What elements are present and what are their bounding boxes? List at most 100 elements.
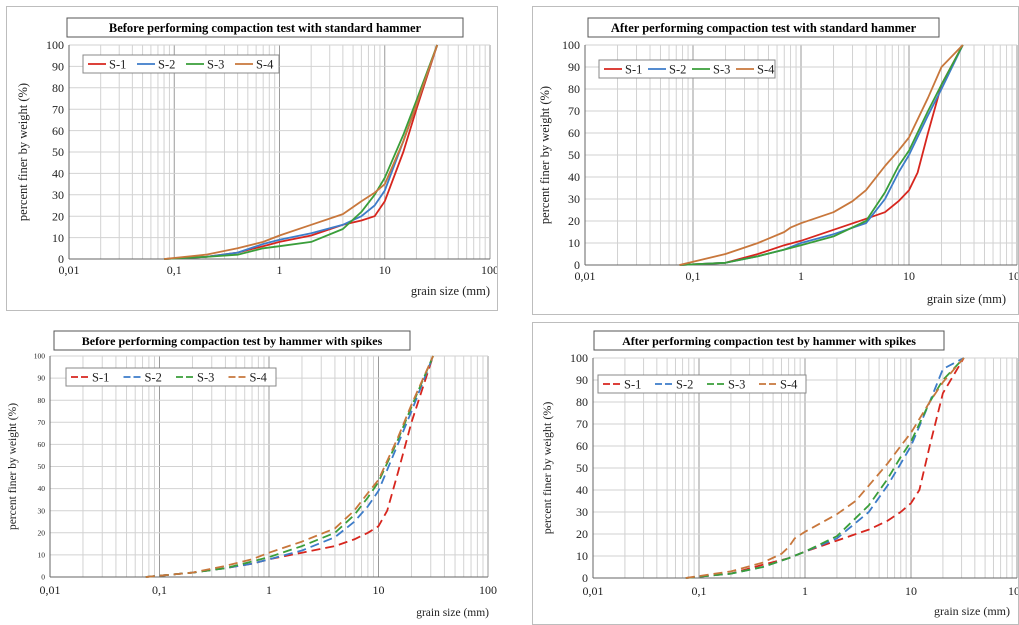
- y-tick-label: 10: [568, 236, 580, 250]
- legend-label: S-3: [728, 378, 745, 392]
- chart-panel-standard-before: 0 10 20 30 40 50 60 70 80 90 100 0,01 0,1 1 10 100 perce…: [6, 6, 498, 311]
- x-tick-label: 10: [905, 584, 917, 598]
- legend-box: [597, 374, 807, 394]
- legend-label: S-1: [625, 63, 642, 77]
- y-tick-label: 10: [576, 549, 588, 563]
- chart-svg-standard-after: 0 10 20 30 40 50 60 70 80 90 100 0,01 0,1 1 10 100 perce…: [538, 17, 1018, 306]
- x-tick-label: 100: [479, 583, 497, 597]
- y-tick-label: 60: [576, 439, 588, 453]
- y-axis-label: percent finer by weight (%): [16, 83, 30, 221]
- legend-box: [65, 367, 277, 387]
- y-tick-label: 0: [574, 258, 580, 272]
- y-tick-label: 0: [41, 573, 45, 582]
- legend-box: [598, 59, 776, 79]
- y-tick-label: 70: [576, 417, 588, 431]
- series-line-s-3: [164, 44, 439, 260]
- series-line-s-4: [145, 355, 434, 578]
- y-axis-label: percent finer by weight (%): [7, 403, 19, 530]
- y-tick-label: 70: [52, 102, 64, 116]
- x-tick-label: 0,1: [152, 583, 167, 597]
- y-tick-label: 90: [568, 60, 580, 74]
- y-tick-label: 90: [52, 60, 64, 74]
- series-line-s-3: [145, 355, 434, 578]
- chart-title: Before performing compaction test with s…: [109, 21, 422, 35]
- y-tick-label: 40: [568, 170, 580, 184]
- legend-label: S-2: [145, 371, 162, 385]
- grid: [584, 44, 1018, 266]
- y-tick-label: 80: [52, 81, 64, 95]
- y-tick-label: 20: [38, 528, 46, 537]
- x-axis-label: grain size (mm): [411, 284, 490, 298]
- chart-svg-spikes-before: 0 10 20 30 40 50 60 70 80 90 100 0,01 0,1 1 10 100 perce…: [7, 330, 497, 619]
- y-tick-label: 100: [46, 38, 64, 52]
- legend-label: S-1: [109, 58, 126, 72]
- chart-title-box: [66, 17, 464, 38]
- x-tick-label: 10: [379, 263, 391, 277]
- legend-label: S-3: [207, 58, 224, 72]
- y-tick-label: 70: [568, 104, 580, 118]
- y-tick-label: 30: [568, 192, 580, 206]
- x-tick-label: 0,01: [59, 263, 80, 277]
- y-tick-label: 60: [568, 126, 580, 140]
- y-tick-label: 100: [34, 352, 46, 361]
- x-tick-label: 100: [1008, 584, 1018, 598]
- y-tick-label: 100: [562, 38, 580, 52]
- legend-label: S-4: [757, 63, 775, 77]
- legend-label: S-2: [669, 63, 686, 77]
- chart-title: After performing compaction test by hamm…: [622, 334, 916, 348]
- y-axis-label: percent finer by weight (%): [540, 402, 554, 535]
- x-axis-label: grain size (mm): [927, 292, 1006, 306]
- y-tick-label: 50: [38, 462, 46, 471]
- y-tick-label: 40: [38, 484, 46, 493]
- legend-box: [82, 54, 280, 74]
- series-line-s-3: [679, 44, 964, 266]
- legend-label: S-4: [780, 378, 798, 392]
- x-tick-label: 0,1: [167, 263, 182, 277]
- chart-panel-spikes-after: 0 10 20 30 40 50 60 70 80 90 100 0,01 0,1 1 10 100 perce…: [532, 322, 1019, 625]
- y-tick-label: 100: [570, 351, 588, 365]
- y-tick-label: 40: [52, 167, 64, 181]
- y-tick-label: 30: [52, 188, 64, 202]
- legend-label: S-3: [713, 63, 730, 77]
- y-tick-label: 50: [52, 145, 64, 159]
- y-axis-label: percent finer by weight (%): [538, 86, 552, 224]
- legend-label: S-2: [676, 378, 693, 392]
- y-tick-label: 10: [52, 231, 64, 245]
- x-axis-label: grain size (mm): [934, 604, 1010, 618]
- chart-svg-standard-before: 0 10 20 30 40 50 60 70 80 90 100 0,01 0,1 1 10 100 perce…: [16, 17, 497, 298]
- x-tick-label: 0,01: [40, 583, 61, 597]
- chart-title-box: [593, 330, 945, 351]
- y-tick-label: 80: [576, 395, 588, 409]
- series-line-s-4: [164, 44, 439, 260]
- x-tick-label: 1: [277, 263, 283, 277]
- chart-title: After performing compaction test with st…: [611, 21, 917, 35]
- legend-label: S-2: [158, 58, 175, 72]
- y-tick-label: 30: [38, 506, 46, 515]
- x-tick-label: 100: [481, 263, 497, 277]
- y-tick-label: 90: [576, 373, 588, 387]
- x-tick-label: 0,1: [686, 269, 701, 283]
- chart-panel-standard-after: 0 10 20 30 40 50 60 70 80 90 100 0,01 0,1 1 10 100 perce…: [532, 6, 1019, 315]
- y-tick-label: 20: [568, 214, 580, 228]
- series-line-s-1: [685, 357, 965, 579]
- x-tick-label: 1: [266, 583, 272, 597]
- chart-title-box: [587, 17, 940, 38]
- y-tick-label: 20: [52, 209, 64, 223]
- x-tick-label: 10: [373, 583, 385, 597]
- y-tick-label: 60: [38, 440, 46, 449]
- y-tick-label: 10: [38, 551, 46, 560]
- chart-title: Before performing compaction test by ham…: [82, 334, 383, 348]
- y-tick-label: 30: [576, 505, 588, 519]
- y-tick-label: 50: [568, 148, 580, 162]
- x-tick-label: 0,01: [583, 584, 604, 598]
- x-tick-label: 1: [802, 584, 808, 598]
- y-tick-label: 0: [582, 571, 588, 585]
- chart-panel-spikes-before: 0 10 20 30 40 50 60 70 80 90 100 0,01 0,1 1 10 100 perce…: [6, 322, 498, 625]
- series-line-s-4: [679, 44, 964, 266]
- chart-svg-spikes-after: 0 10 20 30 40 50 60 70 80 90 100 0,01 0,1 1 10 100 perce…: [540, 330, 1018, 618]
- y-tick-label: 80: [568, 82, 580, 96]
- x-tick-label: 0,1: [692, 584, 707, 598]
- series-line-s-4: [685, 357, 965, 579]
- y-tick-label: 20: [576, 527, 588, 541]
- y-tick-label: 80: [38, 396, 46, 405]
